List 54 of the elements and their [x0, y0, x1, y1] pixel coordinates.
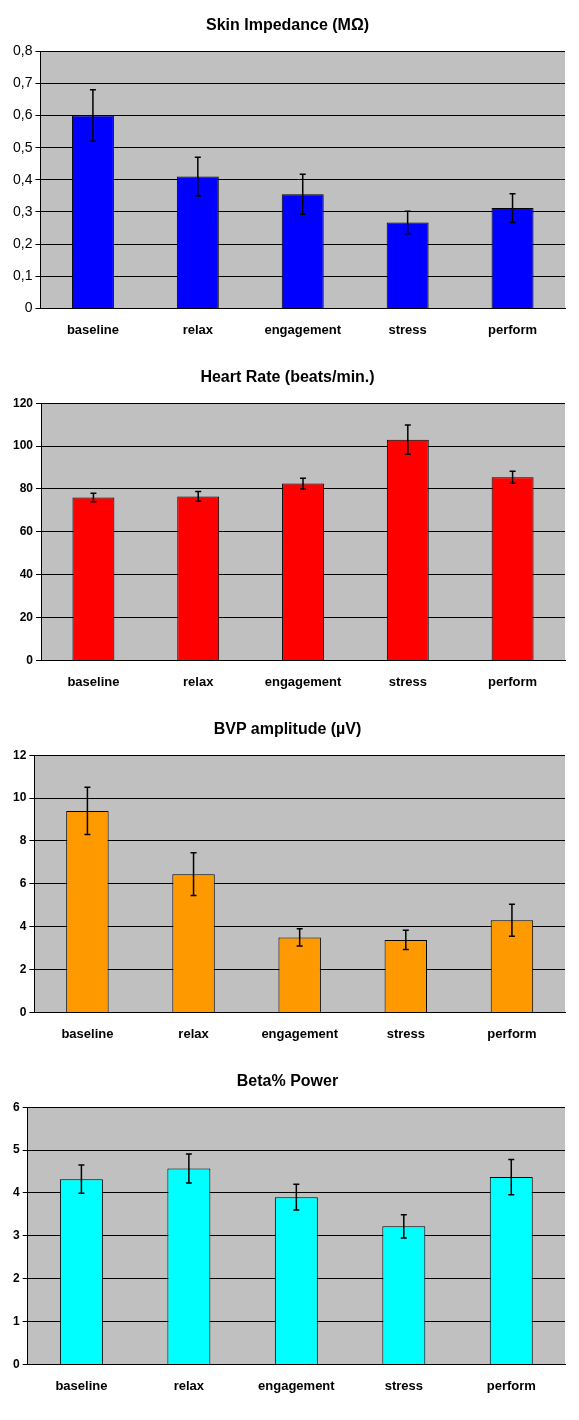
x-tick-label: perform: [488, 673, 538, 689]
y-tick-label: 2: [12, 1270, 20, 1285]
x-tick-label: perform: [487, 1025, 537, 1041]
y-tick-label: 0: [19, 1004, 27, 1019]
y-tick-label: 2: [19, 961, 27, 976]
y-tick-label: 0,5: [12, 138, 33, 155]
x-tick-label: relax: [173, 1377, 205, 1393]
y-tick-label: 1: [12, 1313, 20, 1328]
x-tick-label: stress: [388, 673, 427, 689]
x-tick-label: relax: [182, 321, 214, 337]
x-tick-label: relax: [183, 673, 215, 689]
y-tick-label: 40: [19, 566, 34, 581]
chart-title: BVP amplitude (µV): [213, 720, 362, 738]
y-tick-label: 60: [19, 524, 34, 539]
x-tick-label: stress: [384, 1377, 423, 1393]
x-tick-label: relax: [178, 1025, 210, 1041]
chart-title: Heart Rate (beats/min.): [200, 368, 375, 386]
y-tick-label: 0,1: [12, 267, 33, 284]
y-tick-label: 0: [26, 652, 34, 667]
y-tick-label: 0: [24, 299, 33, 316]
x-tick-label: baseline: [55, 1377, 108, 1393]
y-tick-label: 0: [12, 1356, 20, 1371]
x-tick-label: baseline: [67, 673, 120, 689]
y-tick-label: 6: [19, 876, 27, 891]
x-tick-label: stress: [388, 321, 427, 337]
x-tick-label: perform: [486, 1377, 536, 1393]
x-tick-label: perform: [487, 321, 538, 337]
y-tick-label: 0,2: [12, 234, 33, 251]
y-tick-label: 100: [12, 438, 34, 453]
x-tick-label: engagement: [258, 1377, 336, 1393]
chart-title: Skin Impedance (MΩ): [205, 16, 370, 34]
y-tick-label: 0,3: [12, 202, 33, 219]
y-tick-label: 4: [19, 918, 27, 933]
x-tick-label: baseline: [61, 1025, 114, 1041]
y-tick-label: 8: [19, 833, 27, 848]
x-tick-label: engagement: [264, 673, 342, 689]
x-tick-label: engagement: [261, 1025, 339, 1041]
y-tick-label: 0,8: [12, 42, 33, 59]
x-tick-label: stress: [386, 1025, 425, 1041]
y-tick-label: 120: [12, 395, 34, 410]
y-tick-label: 12: [12, 747, 27, 762]
x-tick-label: engagement: [264, 321, 342, 337]
y-tick-label: 0,4: [12, 170, 33, 187]
y-tick-label: 5: [12, 1142, 20, 1157]
y-tick-label: 0,6: [12, 106, 33, 123]
y-tick-label: 80: [19, 481, 34, 496]
chart-title: Beta% Power: [236, 1072, 339, 1090]
y-tick-label: 10: [12, 790, 27, 805]
y-tick-label: 4: [12, 1185, 20, 1200]
y-tick-label: 20: [19, 609, 34, 624]
y-tick-label: 3: [12, 1228, 20, 1243]
y-tick-label: 6: [12, 1099, 20, 1114]
x-tick-label: baseline: [66, 321, 119, 337]
y-tick-label: 0,7: [12, 74, 33, 91]
